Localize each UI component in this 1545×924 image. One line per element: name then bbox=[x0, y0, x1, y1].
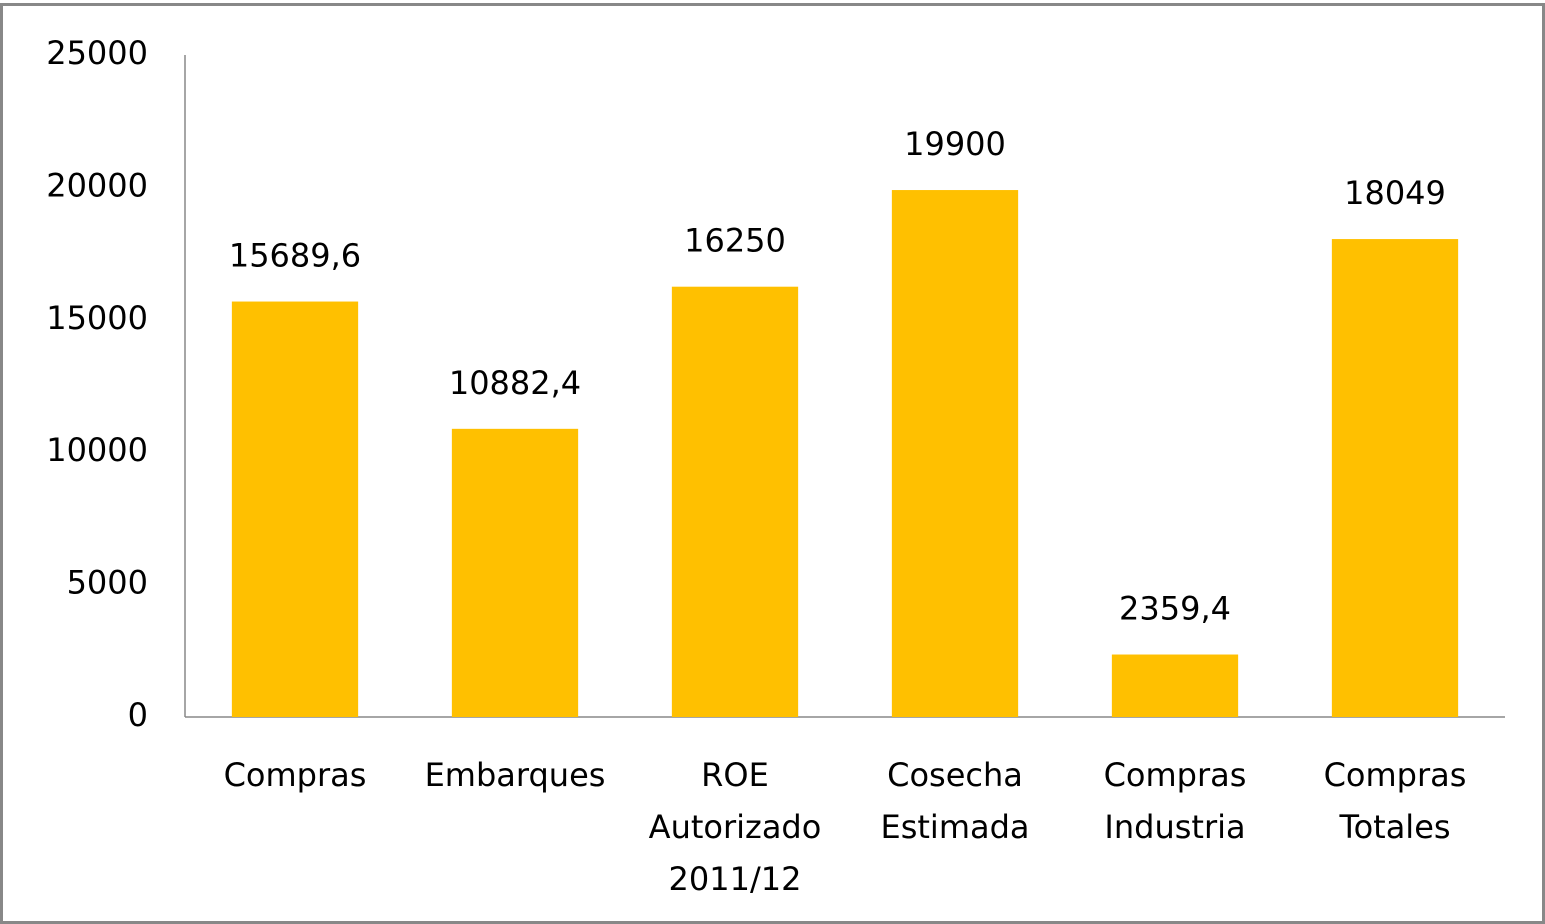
y-tick-label: 25000 bbox=[46, 34, 148, 72]
data-label: 15689,6 bbox=[229, 237, 361, 275]
bar bbox=[1331, 239, 1459, 717]
y-tick-label: 20000 bbox=[46, 166, 148, 204]
data-label: 16250 bbox=[684, 222, 786, 260]
bar bbox=[1111, 654, 1239, 717]
bar bbox=[231, 301, 359, 717]
y-tick-label: 15000 bbox=[46, 299, 148, 337]
x-tick-label: Cosecha Estimada bbox=[880, 756, 1029, 846]
bar bbox=[671, 286, 799, 717]
data-label: 2359,4 bbox=[1119, 590, 1231, 628]
x-tick-label: Compras bbox=[224, 756, 367, 794]
data-label: 10882,4 bbox=[449, 364, 581, 402]
x-tick-label: Compras Totales bbox=[1324, 756, 1467, 846]
bar bbox=[891, 190, 1019, 718]
x-tick-label: Embarques bbox=[425, 756, 606, 794]
y-tick-label: 10000 bbox=[46, 431, 148, 469]
data-label: 19900 bbox=[904, 125, 1006, 163]
data-label: 18049 bbox=[1344, 174, 1446, 212]
bar bbox=[451, 428, 579, 717]
x-tick-label: Compras Industria bbox=[1104, 756, 1247, 846]
x-tick-label: ROE Autorizado 2011/12 bbox=[649, 756, 822, 898]
y-tick-label: 5000 bbox=[67, 564, 148, 602]
y-tick-label: 0 bbox=[128, 696, 148, 734]
